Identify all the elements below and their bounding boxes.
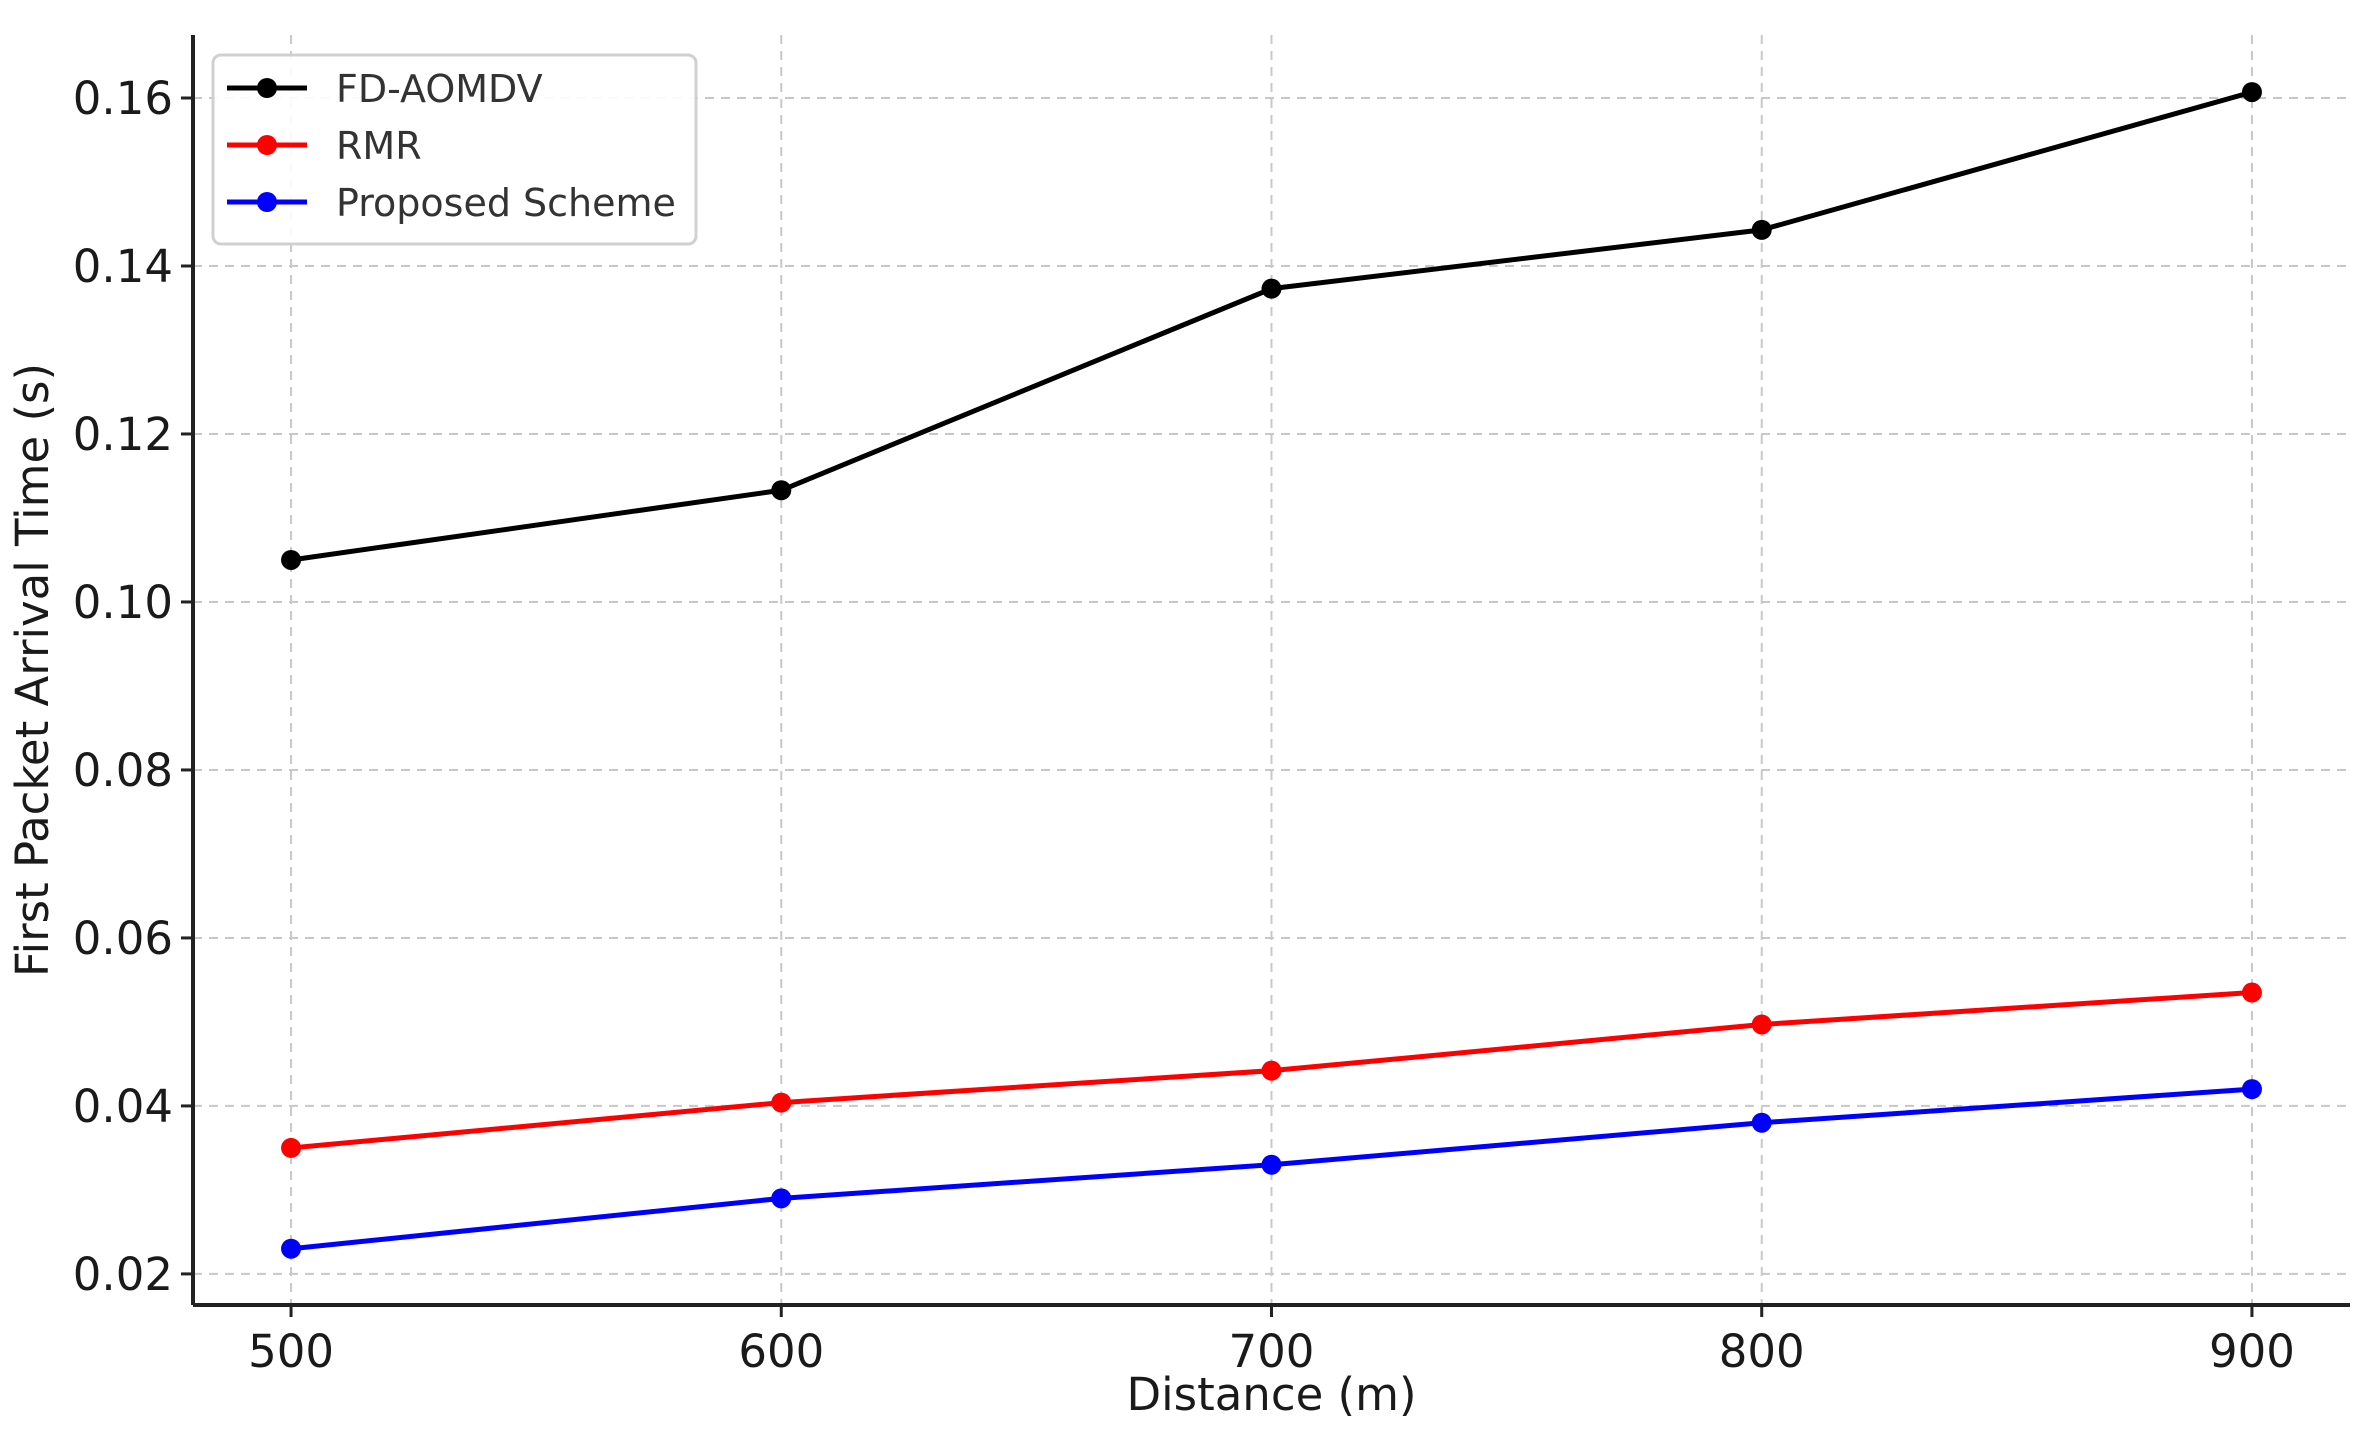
data-point-proposed-scheme — [771, 1188, 792, 1209]
y-tick-label: 0.12 — [73, 408, 173, 461]
legend-swatch-marker — [257, 78, 277, 98]
data-point-fd-aomdv — [1261, 278, 1282, 299]
y-tick-label: 0.14 — [73, 240, 173, 293]
data-point-rmr — [771, 1092, 792, 1113]
data-point-rmr — [281, 1137, 302, 1158]
data-point-proposed-scheme — [2241, 1079, 2262, 1100]
data-point-rmr — [1261, 1060, 1282, 1081]
y-tick-label: 0.16 — [73, 72, 173, 125]
data-point-fd-aomdv — [771, 480, 792, 501]
x-tick-label: 900 — [2209, 1325, 2295, 1378]
series-group — [281, 82, 2262, 1259]
data-point-fd-aomdv — [281, 549, 302, 570]
y-tick-label: 0.06 — [73, 912, 173, 965]
x-axis-label: Distance (m) — [1126, 1368, 1416, 1421]
axes — [181, 35, 2350, 1317]
x-tick-label: 800 — [1719, 1325, 1805, 1378]
data-point-fd-aomdv — [1751, 219, 1772, 240]
legend-label: FD-AOMDV — [336, 67, 543, 111]
legend-label: Proposed Scheme — [336, 181, 676, 225]
legend-item-fd-aomdv: FD-AOMDV — [227, 67, 543, 111]
y-tick-label: 0.08 — [73, 744, 173, 797]
y-axis-label: First Packet Arrival Time (s) — [6, 363, 59, 977]
legend-swatch-marker — [257, 135, 277, 155]
y-tick-label: 0.02 — [73, 1248, 173, 1301]
legend-swatch-marker — [257, 192, 277, 212]
data-point-rmr — [2241, 982, 2262, 1003]
data-point-rmr — [1751, 1014, 1772, 1035]
series-fd-aomdv — [281, 82, 2262, 570]
legend-label: RMR — [336, 124, 422, 168]
x-tick-label: 600 — [738, 1325, 824, 1378]
data-point-proposed-scheme — [281, 1238, 302, 1259]
tick-labels: 500 600 700 800 900 0.02 0.04 0.06 0.08 0.10 0.12 0… — [73, 72, 2295, 1378]
series-proposed-scheme — [281, 1079, 2262, 1259]
series-rmr — [281, 982, 2262, 1158]
legend-box — [211, 53, 698, 246]
legend-item-proposed-scheme: Proposed Scheme — [227, 181, 676, 225]
data-point-fd-aomdv — [2241, 82, 2262, 103]
data-point-proposed-scheme — [1261, 1154, 1282, 1175]
legend-item-rmr: RMR — [227, 124, 422, 168]
y-tick-label: 0.04 — [73, 1080, 173, 1133]
x-tick-label: 700 — [1229, 1325, 1315, 1378]
data-point-proposed-scheme — [1751, 1112, 1772, 1133]
y-tick-label: 0.10 — [73, 576, 173, 629]
x-tick-label: 500 — [248, 1325, 334, 1378]
legend: FD-AOMDV RMR Proposed Scheme — [211, 53, 698, 246]
